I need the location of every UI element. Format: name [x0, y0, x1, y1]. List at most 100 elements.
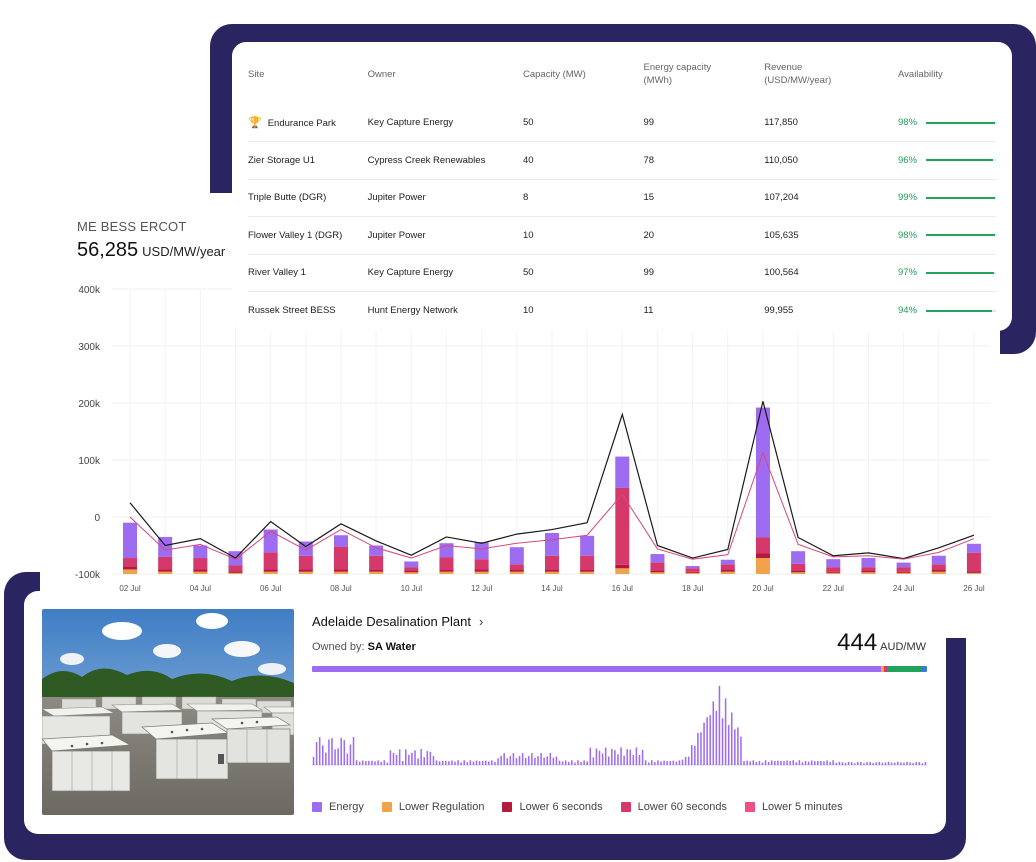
cell-energy-text: 11 — [643, 305, 654, 316]
sparkline-bar — [890, 762, 893, 765]
table-row[interactable]: Zier Storage U1 Cypress Creek Renewables 4… — [248, 141, 996, 179]
sparkline-bar — [371, 760, 373, 765]
x-tick-label: 26 Jul — [963, 584, 985, 593]
bar-segment — [580, 570, 595, 572]
cell-energy-text: 20 — [643, 229, 655, 241]
sparkline-bar — [770, 760, 773, 765]
sparkline-bar — [420, 749, 422, 765]
cell-site: River Valley 1 — [248, 253, 368, 292]
cell-energy: 15 — [643, 178, 765, 217]
legend-item[interactable]: Energy — [312, 801, 364, 813]
cell-capacity: 8 — [522, 178, 644, 217]
sparkline-bar — [786, 760, 788, 765]
plant-name-link[interactable]: Adelaide Desalination Plant › — [312, 614, 483, 629]
sparkline-bar — [454, 761, 456, 765]
sparkline-bar — [349, 744, 352, 765]
sparkline-bar — [761, 762, 764, 765]
sparkline-bar — [783, 761, 785, 765]
header-revenue-text: Revenue (USD/MW/year) — [764, 62, 832, 86]
x-tick-label: 08 Jul — [330, 584, 352, 593]
trophy-icon: 🏆 — [248, 117, 262, 129]
legend-item[interactable]: Lower 60 seconds — [620, 801, 727, 813]
cell-revenue-text: 110,050 — [764, 154, 798, 166]
sparkline-bar — [512, 753, 515, 765]
owned-by-label: Owned by: — [312, 641, 365, 653]
bar-segment — [298, 571, 313, 574]
cell-owner-text: Key Capture Energy — [367, 117, 454, 128]
table-row[interactable]: River Valley 1 Key Capture Energy 50 99 100,… — [248, 253, 996, 292]
sparkline-bar — [660, 761, 662, 765]
sparkline-bar — [432, 755, 435, 765]
header-capacity[interactable]: Capacity (MW) — [522, 68, 586, 80]
bar-segment — [333, 569, 348, 572]
legend-item[interactable]: Lower 5 minutes — [744, 801, 843, 813]
legend-item[interactable]: Lower Regulation — [381, 801, 484, 813]
sparkline-bar — [764, 760, 767, 765]
availability-indicator: 99% — [898, 192, 996, 203]
legend-swatch — [620, 802, 631, 812]
availability-bar-fill — [926, 234, 995, 237]
sparkline-bar — [414, 750, 416, 765]
sparkline-bar — [774, 761, 776, 765]
cell-revenue-text: 107,204 — [764, 192, 799, 204]
sparkline-bar — [678, 760, 681, 765]
cell-energy: 78 — [643, 141, 765, 179]
sparkline-bar — [721, 718, 724, 765]
bar-segment — [333, 535, 348, 547]
bar-segment — [263, 552, 278, 570]
bar-segment — [685, 566, 700, 569]
cell-capacity-text: 40 — [522, 154, 534, 166]
legend-label: Lower 5 minutes — [761, 801, 843, 813]
header-energy-capacity[interactable]: Energy capacity (MWh) — [644, 42, 765, 104]
sparkline-bar — [595, 748, 598, 765]
series-line — [129, 451, 975, 560]
sparkline-bar — [374, 761, 376, 765]
bar-segment — [615, 487, 630, 565]
bar-segment — [931, 570, 946, 572]
sparkline-bar — [712, 701, 715, 765]
x-tick-label: 02 Jul — [119, 584, 141, 593]
table-row[interactable]: Russek Street BESS Hunt Energy Network 10 1… — [248, 291, 996, 329]
cell-owner: Jupiter Power — [367, 178, 523, 217]
header-site[interactable]: Site — [248, 68, 265, 80]
availability-bar — [926, 121, 996, 124]
battery-storage-photo — [42, 609, 294, 815]
sparkline-bar — [737, 727, 739, 765]
header-owner[interactable]: Owner — [367, 68, 396, 80]
cell-capacity-text: 8 — [522, 192, 529, 204]
table-row[interactable]: 🏆 Endurance Park Key Capture Energy 50 99 117… — [248, 104, 996, 142]
bar-segment — [791, 570, 806, 573]
cell-owner-text: Hunt Energy Network — [367, 305, 458, 316]
sparkline-bar — [365, 761, 367, 765]
table-row[interactable]: Triple Butte (DGR) Jupiter Power 8 15 107,20… — [248, 178, 996, 217]
header-revenue[interactable]: Revenue (USD/MW/year) — [764, 42, 898, 104]
bar-segment — [474, 559, 489, 570]
table-row[interactable]: Flower Valley 1 (DGR) Jupiter Power 10 20 10… — [248, 216, 996, 254]
sparkline-bar — [426, 751, 429, 765]
sparkline-bar — [844, 763, 847, 765]
legend-swatch — [312, 802, 322, 812]
bar-segment — [685, 572, 700, 574]
header-availability[interactable]: Availability — [898, 68, 943, 80]
sparkline-bar — [715, 710, 718, 765]
sparkline-bar — [681, 759, 684, 765]
sparkline-bar — [321, 745, 324, 765]
sparkline-bar — [872, 763, 874, 765]
cell-owner: Jupiter Power — [367, 216, 523, 254]
legend-item[interactable]: Lower 6 seconds — [502, 801, 603, 813]
bar-segment — [439, 557, 454, 571]
sparkline-bar — [417, 758, 419, 765]
legend-label: Lower 60 seconds — [637, 801, 727, 813]
sites-table-card: Site Owner Capacity (MW) Energy capacity… — [232, 42, 1012, 331]
sparkline-bar — [312, 757, 315, 765]
legend-label: Energy — [329, 801, 364, 813]
legend: Energy Lower Regulation Lower 6 seconds Low… — [312, 801, 843, 813]
sparkline-bar — [684, 757, 687, 765]
cell-site-text: Endurance Park — [267, 118, 336, 129]
sparkline-bar — [555, 756, 558, 765]
revenue-chart-card: 400k 300k 200k 100k 0 -100k 02 Jul 04 Jul 06 Jul… — [40, 193, 1000, 638]
bar-segment — [826, 559, 841, 568]
sparkline-bar — [921, 763, 924, 765]
cell-site: Russek Street BESS — [248, 291, 368, 329]
legend-swatch — [381, 802, 392, 812]
